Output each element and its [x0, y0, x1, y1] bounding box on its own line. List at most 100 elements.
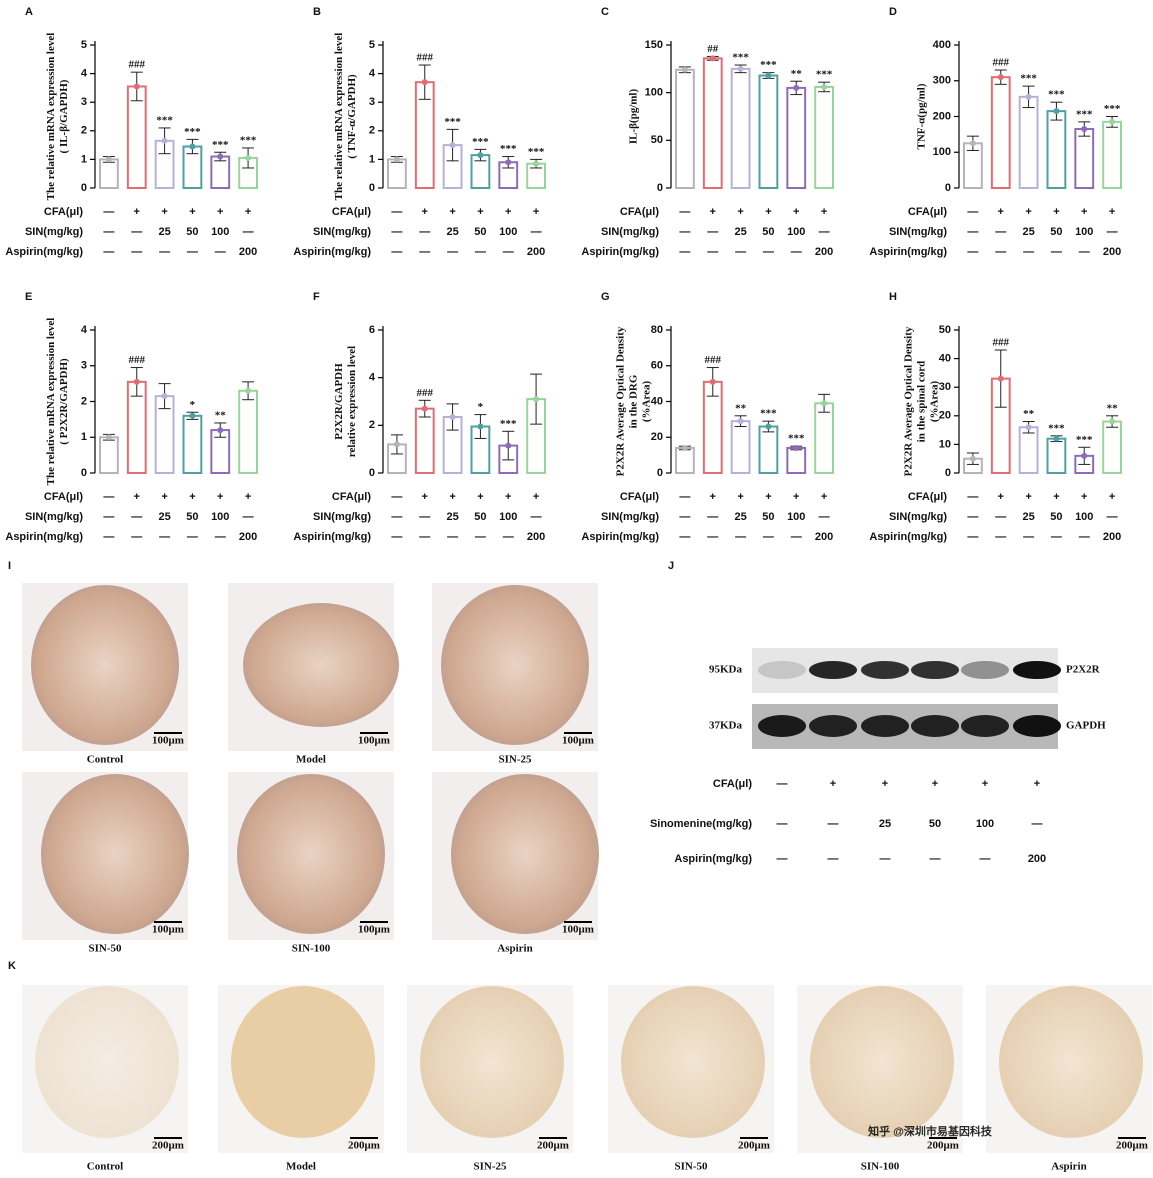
y-axis-label: ( TNF-α/GAPDH)	[346, 74, 358, 159]
condition-cell: —	[819, 511, 830, 523]
image-caption: Model	[296, 754, 326, 766]
mean-marker	[1025, 93, 1032, 100]
condition-cell: 25	[446, 226, 458, 238]
mean-marker	[105, 156, 112, 163]
y-tick-label: 0	[657, 467, 663, 479]
y-tick-label: 3	[369, 96, 375, 108]
scale-bar-label: 100μm	[358, 924, 390, 936]
condition-cell: —	[103, 246, 114, 258]
condition-cell: +	[1053, 491, 1059, 503]
y-tick-label: 4	[81, 324, 88, 336]
condition-cell: 50	[186, 226, 198, 238]
condition-cell: +	[505, 491, 511, 503]
condition-cell: —	[777, 778, 788, 790]
significance-label: ***	[732, 52, 749, 64]
bar	[730, 67, 751, 189]
mean-marker	[1053, 108, 1060, 115]
y-tick-label: 60	[651, 360, 663, 372]
condition-cell: 100	[1075, 511, 1093, 523]
bar	[1102, 120, 1122, 189]
condition-cell: —	[967, 511, 978, 523]
condition-label: Aspirin(mg/kg)	[293, 246, 371, 258]
y-axis-label: in the DRG	[628, 374, 640, 428]
condition-cell: —	[707, 531, 718, 543]
scale-bar-label: 200μm	[738, 1140, 770, 1152]
condition-cell: 100	[976, 818, 994, 830]
condition-cell: +	[1025, 206, 1031, 218]
blot-band	[861, 715, 909, 737]
condition-cell: —	[1051, 531, 1062, 543]
panel-label: G	[601, 291, 610, 303]
mean-marker	[709, 55, 716, 62]
condition-cell: —	[707, 511, 718, 523]
condition-cell: —	[103, 206, 114, 218]
condition-cell: —	[707, 246, 718, 258]
bar	[1018, 426, 1039, 474]
y-tick-label: 1	[81, 431, 87, 443]
y-tick-label: 1	[81, 153, 87, 165]
condition-label: Aspirin(mg/kg)	[581, 246, 659, 258]
mean-marker	[1053, 435, 1060, 442]
mean-marker	[189, 143, 196, 150]
condition-cell: +	[422, 491, 428, 503]
bar	[786, 86, 807, 189]
blot-band	[809, 661, 857, 679]
condition-cell: +	[998, 491, 1004, 503]
condition-cell: —	[419, 246, 430, 258]
condition-cell: —	[131, 226, 142, 238]
panel-label: D	[889, 6, 897, 18]
image-caption: Control	[87, 1161, 123, 1173]
condition-label: SIN(mg/kg)	[313, 511, 371, 523]
tissue-section	[621, 986, 765, 1138]
condition-label: SIN(mg/kg)	[25, 511, 83, 523]
condition-cell: 100	[787, 226, 805, 238]
mean-marker	[681, 66, 688, 73]
bar	[99, 158, 119, 189]
tissue-section	[35, 986, 179, 1138]
condition-cell: —	[131, 511, 142, 523]
condition-cell: —	[391, 206, 402, 218]
image-caption: SIN-25	[498, 754, 532, 766]
significance-label: ###	[705, 354, 722, 366]
mean-marker	[533, 396, 540, 403]
condition-cell: —	[187, 246, 198, 258]
tissue-section	[999, 986, 1143, 1138]
bar	[814, 402, 834, 475]
condition-cell: +	[1081, 491, 1087, 503]
condition-cell: +	[245, 491, 251, 503]
condition-cell: —	[679, 246, 690, 258]
tissue-section	[441, 585, 589, 745]
condition-cell: +	[533, 491, 539, 503]
condition-cell: +	[217, 206, 223, 218]
mean-marker	[105, 434, 112, 441]
condition-cell: —	[763, 246, 774, 258]
y-tick-label: 0	[657, 182, 663, 194]
condition-cell: +	[1053, 206, 1059, 218]
mean-marker	[1081, 126, 1088, 133]
condition-cell: +	[1034, 778, 1040, 790]
condition-cell: —	[103, 491, 114, 503]
mean-marker	[421, 79, 428, 86]
condition-cell: +	[737, 206, 743, 218]
condition-cell: 200	[1103, 246, 1121, 258]
tissue-section	[41, 774, 189, 934]
significance-label: ***	[760, 408, 777, 420]
bar	[786, 446, 807, 475]
mean-marker	[1025, 424, 1032, 431]
condition-label: CFA(μl)	[332, 206, 371, 218]
scale-bar-label: 100μm	[152, 735, 184, 747]
condition-cell: —	[1107, 226, 1118, 238]
scale-bar-label: 200μm	[1116, 1140, 1148, 1152]
y-tick-label: 400	[933, 39, 951, 51]
condition-cell: +	[765, 491, 771, 503]
significance-label: ###	[993, 57, 1010, 69]
y-tick-label: 0	[369, 467, 375, 479]
bar	[675, 68, 695, 189]
panel-label: H	[889, 291, 897, 303]
mean-marker	[449, 142, 456, 149]
condition-cell: —	[103, 511, 114, 523]
condition-cell: +	[882, 778, 888, 790]
significance-label: **	[791, 68, 803, 80]
mean-marker	[245, 154, 252, 161]
y-axis-label: TNF-α(pg/ml)	[916, 83, 928, 149]
